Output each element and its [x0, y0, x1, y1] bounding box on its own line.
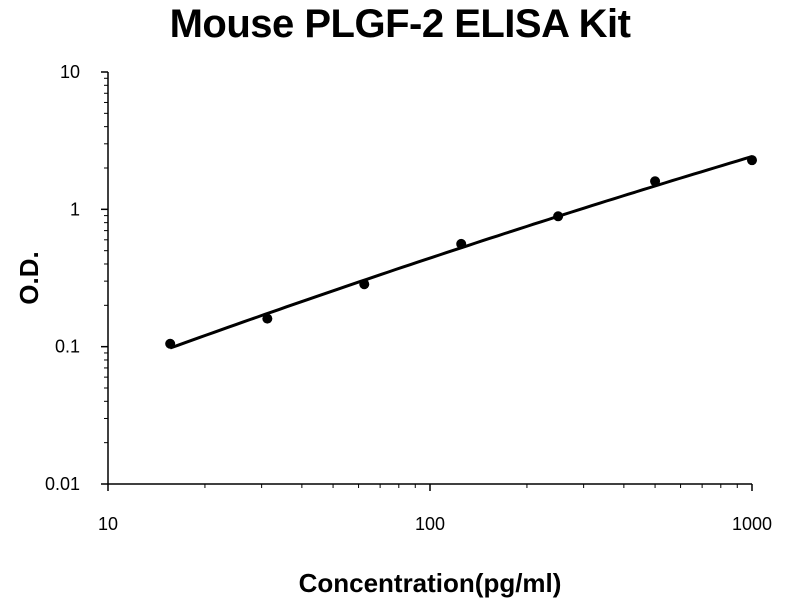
data-point [650, 176, 661, 187]
y-tick-label: 0.01 [45, 474, 80, 494]
x-tick-label: 1000 [732, 514, 772, 534]
fit-curve [169, 155, 753, 350]
y-tick-label: 10 [60, 62, 80, 82]
tick-labels: 10 1 0.1 0.01 10 100 1000 [45, 62, 772, 534]
y-tick-label: 0.1 [55, 337, 80, 357]
data-point [165, 338, 176, 349]
data-point [262, 313, 273, 324]
y-axis-title: O.D. [14, 251, 44, 304]
x-axis-title: Concentration(pg/ml) [299, 568, 562, 598]
y-tick-label: 1 [70, 199, 80, 219]
data-point [553, 211, 564, 222]
axes [107, 72, 752, 485]
data-point [456, 238, 467, 249]
axis-ticks [101, 71, 753, 491]
data-points [165, 155, 757, 349]
x-tick-label: 100 [415, 514, 445, 534]
data-point [359, 279, 370, 290]
chart-title: Mouse PLGF-2 ELISA Kit [169, 2, 631, 46]
data-point [747, 155, 757, 166]
x-tick-label: 10 [98, 514, 118, 534]
